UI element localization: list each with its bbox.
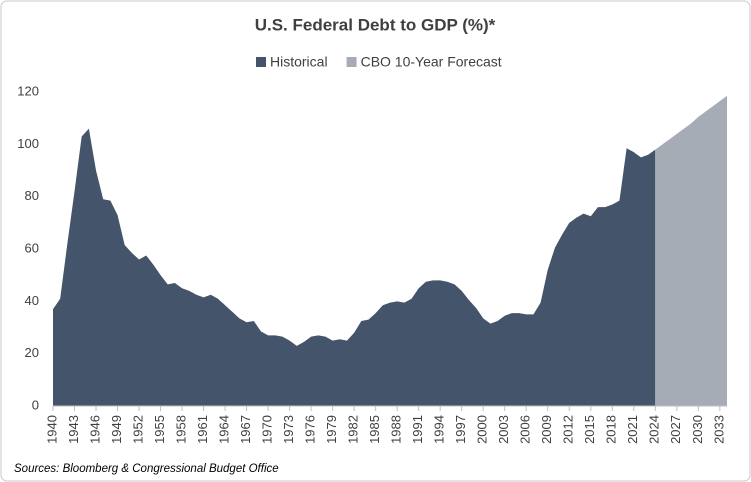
x-tick-label: 2027 (668, 415, 683, 444)
y-tick-label: 100 (17, 136, 39, 151)
x-tick-label: 1997 (453, 415, 468, 444)
x-tick-label: 2015 (582, 415, 597, 444)
y-tick-label: 40 (25, 293, 39, 308)
x-tick-label: 2033 (711, 415, 726, 444)
x-tick-label: 2012 (561, 415, 576, 444)
source-note: Sources: Bloomberg & Congressional Budge… (14, 463, 279, 475)
x-tick-label: 1940 (44, 415, 59, 444)
x-tick-label: 1970 (260, 415, 275, 444)
x-tick-label: 1973 (281, 415, 296, 444)
x-tick-label: 2021 (625, 415, 640, 444)
area (53, 128, 656, 406)
x-tick-label: 1961 (195, 415, 210, 444)
x-tick-label: 1967 (238, 415, 253, 444)
y-tick-label: 120 (17, 83, 39, 98)
area (655, 95, 727, 407)
x-tick-label: 1976 (303, 415, 318, 444)
x-tick-label: 1943 (66, 415, 81, 444)
legend-label: CBO 10-Year Forecast (361, 54, 502, 70)
x-tick-label: 2009 (539, 415, 554, 444)
y-tick-label: 60 (25, 240, 39, 255)
x-tick-label: 1964 (217, 415, 232, 444)
chart-title: U.S. Federal Debt to GDP (%)* (255, 15, 496, 34)
x-tick-label: 1988 (389, 415, 404, 444)
x-tick-label: 1982 (346, 415, 361, 444)
x-tick-label: 1958 (174, 415, 189, 444)
x-tick-label: 1952 (130, 415, 145, 444)
x-tick-label: 2000 (475, 415, 490, 444)
x-tick-label: 2006 (518, 415, 533, 444)
legend-label: Historical (270, 54, 328, 70)
x-tick-label: 1985 (367, 415, 382, 444)
x-tick-label: 2003 (496, 415, 511, 444)
x-tick-label: 1949 (109, 415, 124, 444)
x-tick-label: 1994 (432, 415, 447, 444)
x-tick-label: 1979 (324, 415, 339, 444)
x-tick-label: 1955 (152, 415, 167, 444)
legend-swatch (256, 57, 266, 67)
y-tick-label: 80 (25, 188, 39, 203)
x-tick-label: 2024 (647, 415, 662, 444)
y-tick-label: 20 (25, 345, 39, 360)
x-tick-label: 2018 (604, 415, 619, 444)
y-tick-label: 0 (32, 397, 39, 412)
x-tick-label: 1946 (87, 415, 102, 444)
legend-swatch (346, 57, 357, 67)
x-tick-label: 1991 (410, 415, 425, 444)
x-tick-label: 2030 (690, 415, 705, 444)
